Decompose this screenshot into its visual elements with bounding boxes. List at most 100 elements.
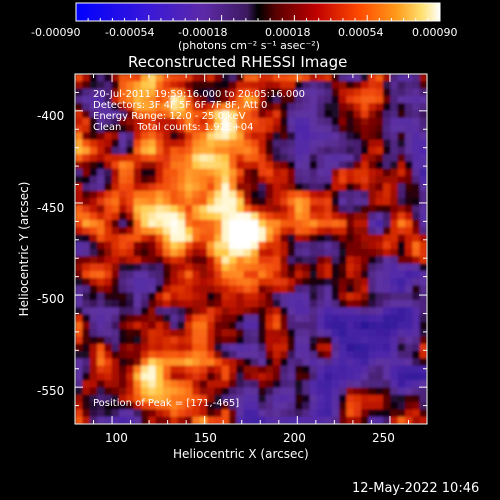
image-pixel — [104, 300, 113, 308]
image-pixel — [295, 168, 303, 177]
image-pixel — [383, 409, 391, 418]
image-pixel — [82, 372, 91, 381]
image-pixel — [141, 88, 149, 97]
image-pixel — [287, 278, 296, 287]
image-pixel — [111, 88, 120, 97]
image-pixel — [75, 343, 83, 352]
image-pixel — [331, 278, 340, 287]
image-pixel — [324, 358, 333, 367]
image-pixel — [265, 117, 274, 126]
image-pixel — [397, 329, 406, 338]
image-pixel — [236, 219, 245, 228]
image-pixel — [419, 103, 427, 112]
y-tick-label-400: -400 — [37, 109, 65, 123]
image-pixel — [317, 409, 325, 418]
image-pixel — [405, 139, 413, 148]
image-pixel — [265, 372, 274, 381]
image-pixel — [163, 176, 171, 184]
image-pixel — [339, 300, 347, 308]
image-pixel — [258, 132, 267, 141]
image-pixel — [177, 212, 186, 221]
image-pixel — [302, 205, 311, 214]
image-pixel — [361, 125, 369, 133]
image-pixel — [104, 88, 113, 97]
image-pixel — [280, 402, 289, 411]
image-pixel — [258, 278, 267, 287]
image-pixel — [126, 110, 135, 119]
image-pixel — [280, 110, 289, 119]
image-pixel — [273, 285, 281, 294]
image-pixel — [287, 234, 296, 243]
image-pixel — [207, 132, 215, 141]
image-pixel — [309, 365, 318, 374]
image-pixel — [89, 321, 98, 330]
image-pixel — [265, 88, 274, 97]
image-pixel — [111, 103, 120, 112]
image-pixel — [265, 125, 274, 133]
image-pixel — [75, 329, 83, 338]
image-pixel — [185, 176, 193, 184]
image-pixel — [273, 117, 281, 126]
image-pixel — [258, 249, 267, 257]
image-pixel — [273, 227, 281, 236]
image-pixel — [375, 358, 384, 367]
image-pixel — [221, 212, 230, 221]
image-pixel — [192, 285, 201, 294]
image-pixel — [419, 241, 427, 250]
image-pixel — [390, 81, 399, 90]
image-pixel — [346, 358, 355, 367]
image-pixel — [177, 197, 186, 206]
image-pixel — [221, 161, 230, 170]
image-pixel — [163, 300, 171, 308]
image-pixel — [104, 154, 113, 163]
image-pixel — [287, 409, 296, 418]
image-pixel — [236, 212, 245, 221]
image-pixel — [104, 263, 113, 272]
image-pixel — [419, 336, 427, 345]
image-pixel — [383, 300, 391, 308]
image-pixel — [287, 117, 296, 126]
image-pixel — [89, 117, 98, 126]
image-pixel — [383, 146, 391, 155]
image-pixel — [229, 88, 237, 97]
image-pixel — [89, 81, 98, 90]
image-pixel — [170, 81, 179, 90]
image-pixel — [163, 190, 171, 199]
image-pixel — [265, 307, 274, 316]
image-pixel — [119, 365, 127, 374]
image-pixel — [251, 212, 259, 221]
image-pixel — [280, 212, 289, 221]
image-pixel — [419, 132, 427, 141]
image-pixel — [353, 161, 362, 170]
image-pixel — [331, 74, 340, 82]
image-pixel — [258, 161, 267, 170]
image-pixel — [324, 300, 333, 308]
image-pixel — [214, 212, 223, 221]
image-pixel — [126, 402, 135, 411]
image-pixel — [368, 409, 377, 418]
colorbar-tick-5: 0.00054 — [338, 26, 384, 39]
image-pixel — [177, 205, 186, 214]
image-pixel — [111, 154, 120, 163]
image-pixel — [75, 117, 83, 126]
image-pixel — [331, 402, 340, 411]
image-pixel — [397, 416, 406, 424]
image-pixel — [221, 227, 230, 236]
image-pixel — [353, 278, 362, 287]
image-pixel — [185, 139, 193, 148]
image-pixel — [302, 227, 311, 236]
image-pixel — [192, 343, 201, 352]
image-pixel — [419, 307, 427, 316]
image-pixel — [170, 74, 179, 82]
image-pixel — [111, 365, 120, 374]
image-pixel — [177, 161, 186, 170]
image-pixel — [258, 212, 267, 221]
image-pixel — [126, 146, 135, 155]
image-pixel — [368, 343, 377, 352]
image-pixel — [383, 365, 391, 374]
image-pixel — [75, 358, 83, 367]
image-pixel — [97, 95, 105, 104]
image-pixel — [273, 95, 281, 104]
image-pixel — [346, 183, 355, 192]
image-pixel — [207, 329, 215, 338]
